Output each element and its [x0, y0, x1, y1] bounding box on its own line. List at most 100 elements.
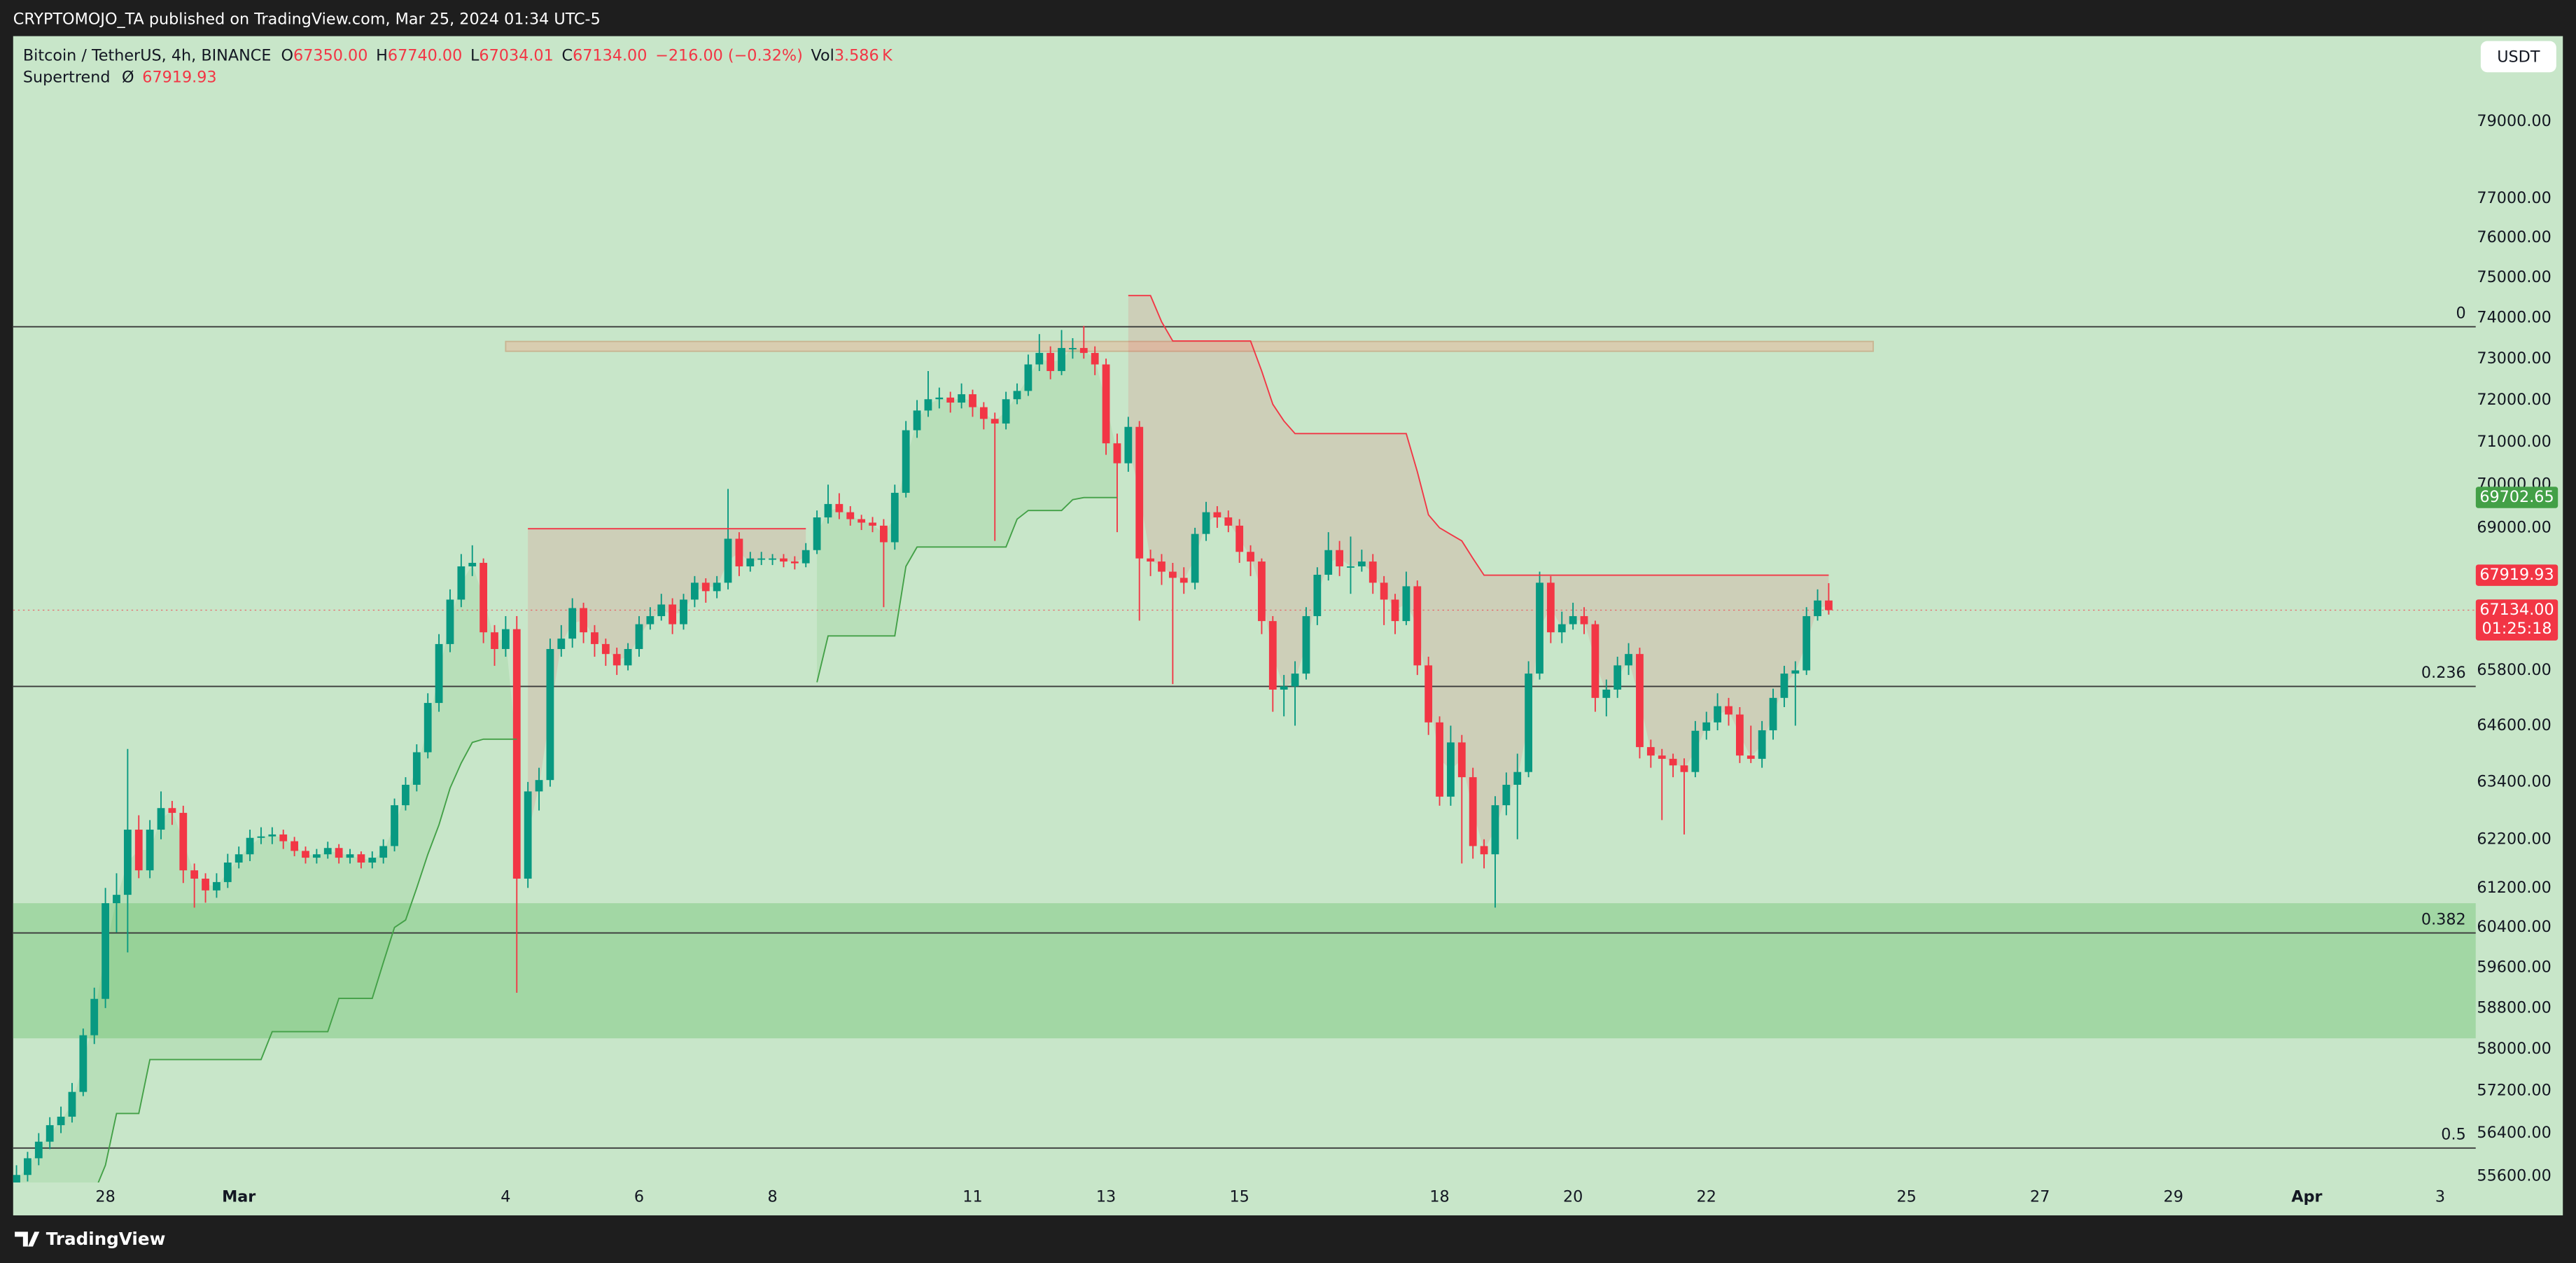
candle-body: [1280, 686, 1288, 690]
price-tag-label: 67919.93: [2479, 566, 2554, 584]
y-tick-label: 75000.00: [2477, 268, 2551, 286]
candle-body: [346, 854, 354, 858]
currency-button[interactable]: USDT: [2480, 41, 2556, 73]
legend-value: 67350.00: [293, 46, 368, 64]
y-tick-label: 58800.00: [2477, 998, 2551, 1017]
candle-body: [624, 649, 632, 666]
y-tick-label: 74000.00: [2477, 308, 2551, 326]
legend-value: 67740.00: [388, 46, 462, 64]
supertrend-line: [97, 496, 1117, 1183]
candle-body: [190, 870, 199, 879]
footer-logo: TradingView: [15, 1229, 165, 1249]
zone: [13, 903, 2476, 1039]
candle-body: [568, 608, 577, 639]
legend-key: O: [281, 46, 294, 64]
candle-body: [935, 397, 944, 400]
candle-body: [1313, 574, 1322, 617]
candle-body: [1525, 674, 1533, 772]
y-tick-label: 63400.00: [2477, 772, 2551, 790]
candle-body: [1168, 571, 1177, 578]
candle-body: [958, 394, 965, 403]
candle-body: [858, 519, 866, 523]
y-tick-label: 56400.00: [2477, 1124, 2551, 1142]
candle-body: [1191, 533, 1199, 583]
y-tick-label: 72000.00: [2477, 391, 2551, 409]
indicator-value: 67919.93: [142, 68, 216, 86]
x-tick-label: 3: [2435, 1188, 2445, 1206]
candle-body: [524, 791, 532, 879]
publish-note: CRYPTOMOJO_TA published on TradingView.c…: [13, 11, 601, 29]
candle-body: [546, 649, 554, 781]
y-tick-label: 76000.00: [2477, 228, 2551, 246]
supertrend-fill: [817, 348, 1117, 683]
candle-body: [969, 394, 976, 407]
candle-body: [457, 566, 465, 600]
candle-body: [179, 813, 188, 871]
candle-body: [824, 503, 832, 518]
candle-body: [1058, 348, 1065, 371]
candle-body: [790, 561, 799, 564]
candle-body: [1180, 578, 1188, 583]
candle-body: [1546, 582, 1555, 633]
candle-body: [79, 1035, 88, 1092]
candle-body: [1046, 353, 1055, 371]
candle-body: [601, 643, 610, 655]
candle-body: [880, 525, 888, 543]
price-tag-label: 67134.00: [2479, 601, 2554, 619]
candle-body: [134, 830, 143, 871]
candle-body: [213, 881, 220, 891]
button-label[interactable]: USDT: [2497, 48, 2540, 67]
candle-body: [1725, 706, 1732, 715]
button-bg[interactable]: [2480, 41, 2556, 73]
candle-body: [1124, 426, 1133, 463]
candle-body: [257, 836, 265, 838]
legend-value: 67034.01: [479, 46, 553, 64]
candle-body: [1035, 353, 1044, 365]
candle-body: [1158, 561, 1166, 572]
candle-body: [335, 848, 343, 858]
candle-body: [1147, 558, 1154, 562]
candle-body: [1558, 624, 1566, 633]
candle-body: [1135, 426, 1144, 559]
candle-body: [368, 858, 377, 863]
candle-body: [1236, 525, 1244, 552]
candle-body: [468, 562, 477, 566]
candle-body: [268, 834, 276, 837]
candle-body: [1357, 561, 1366, 566]
fib-label: 0: [2456, 304, 2466, 322]
candle-body: [13, 1175, 20, 1183]
x-tick-label: 13: [1096, 1188, 1116, 1206]
candle-body: [1268, 621, 1277, 690]
candle-body: [379, 846, 388, 858]
candle-body: [1113, 443, 1121, 463]
candle-body: [1691, 730, 1700, 772]
x-tick-label: 27: [2030, 1188, 2050, 1206]
candle-body: [1258, 561, 1266, 622]
candle-body: [501, 629, 510, 650]
candle-body: [1391, 599, 1399, 622]
y-tick-label: 69000.00: [2477, 518, 2551, 536]
candle-body: [990, 419, 999, 424]
price-tag: [2475, 599, 2558, 641]
y-tick-label: 58000.00: [2477, 1040, 2551, 1058]
price-tag: [2475, 564, 2558, 586]
overlay: 0 0.236 0.382 0.5 79000.00 77000.00 76000.00 75…: [95, 112, 2558, 1206]
candle-body: [680, 599, 687, 624]
candle-body: [1069, 348, 1077, 349]
candle-body: [902, 430, 910, 493]
candle-body: [424, 703, 432, 753]
x-tick-label: 25: [1896, 1188, 1916, 1206]
x-tick-label: 11: [962, 1188, 982, 1206]
symbol: Bitcoin / TetherUS, 4h, BINANCE: [23, 46, 272, 64]
y-tick-label: 65800.00: [2477, 661, 2551, 679]
candle-body: [802, 550, 810, 564]
candle-body: [290, 841, 299, 851]
candle-body: [735, 538, 743, 566]
candle-body: [646, 616, 654, 624]
candle-body: [1702, 722, 1711, 731]
candle-body: [1247, 552, 1254, 562]
candle-body: [1457, 742, 1466, 778]
candle-body: [979, 407, 988, 419]
candle-body: [746, 558, 755, 566]
